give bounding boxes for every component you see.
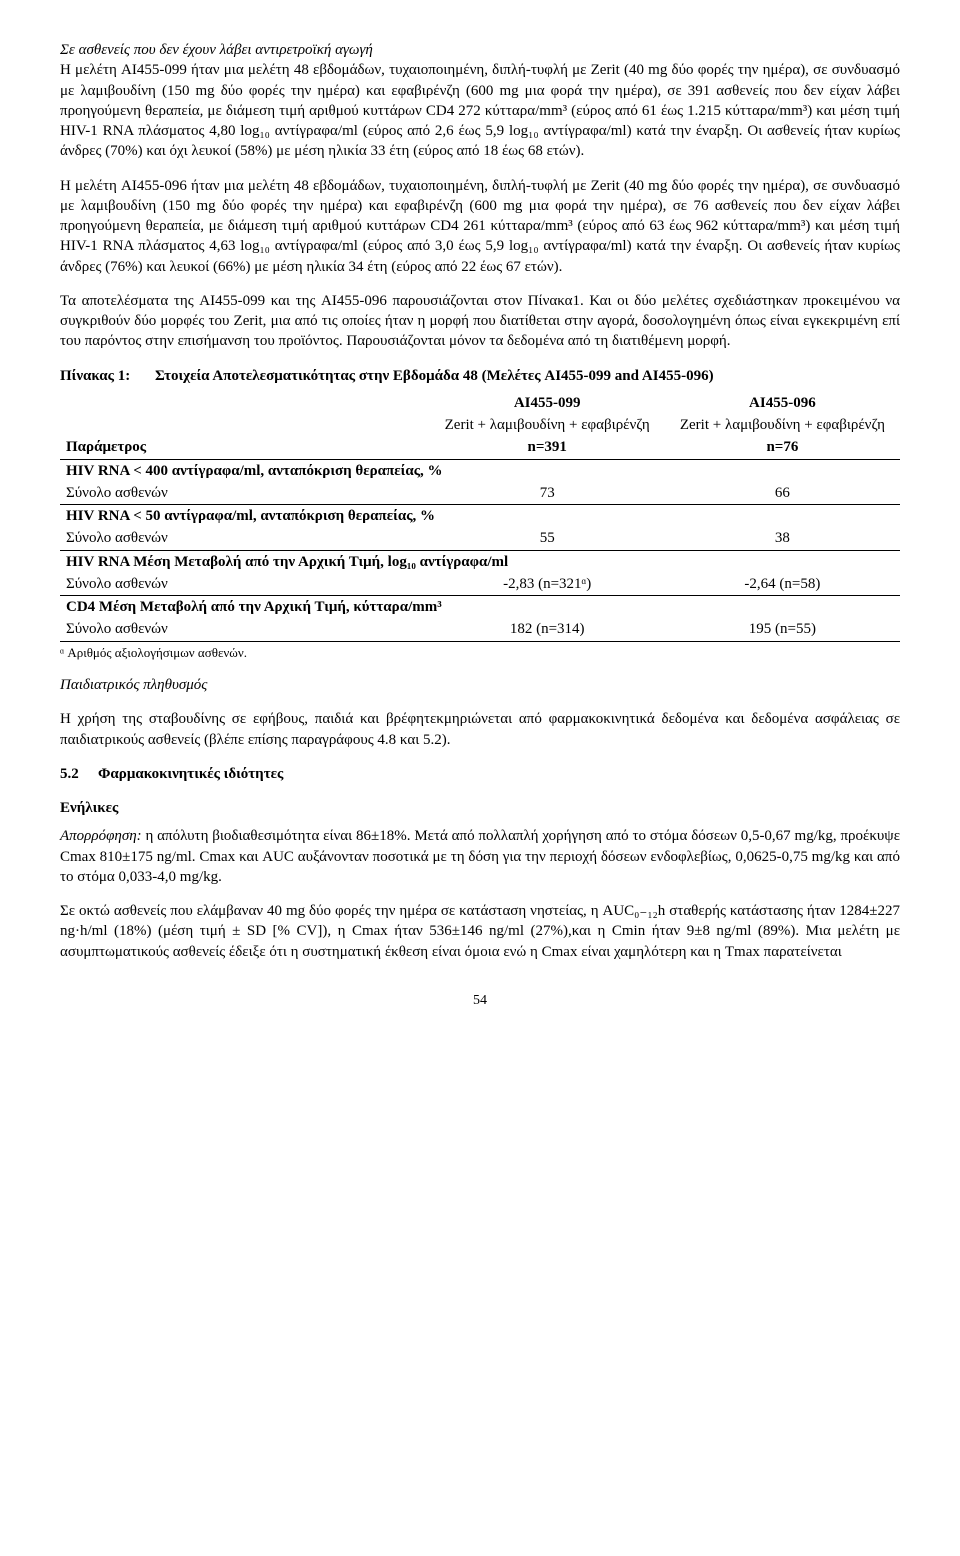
r4-a: 182 (n=314) [430, 618, 665, 641]
table-label: Πίνακας 1: [60, 366, 155, 386]
colA-study: AI455-099 [430, 392, 665, 414]
table-footnote: ᵅ Αριθμός αξιολογήσιμων ασθενών. [60, 644, 900, 662]
pediatric-paragraph: Η χρήση της σταβουδίνης σε εφήβους, παιδ… [60, 709, 900, 750]
colA-treat: Zerit + λαμιβουδίνη + εφαβιρένζη [430, 414, 665, 436]
sec-num: 5.2 [60, 764, 98, 784]
colB-n: n=76 [665, 436, 900, 459]
param-label: Παράμετρος [60, 436, 430, 459]
section-5-2-heading: 5.2 Φαρμακοκινητικές ιδιότητες [60, 764, 900, 784]
sec-title: Φαρμακοκινητικές ιδιότητες [98, 764, 283, 784]
table-subhead-3: HIV RNA Μέση Μεταβολή από την Αρχική Τιμ… [60, 550, 900, 573]
r2-a: 55 [430, 527, 665, 550]
table-subhead-4: CD4 Μέση Μεταβολή από την Αρχική Τιμή, κ… [60, 596, 900, 619]
lead-italic: Σε ασθενείς που δεν έχουν λάβει αντιρετρ… [60, 42, 373, 58]
colB-study: AI455-096 [665, 392, 900, 414]
paragraph-lead: Σε ασθενείς που δεν έχουν λάβει αντιρετρ… [60, 40, 900, 162]
sub2: HIV RNA < 50 αντίγραφα/ml, ανταπόκριση θ… [60, 505, 900, 528]
table-title-text: Στοιχεία Αποτελεσματικότητας στην Εβδομά… [155, 366, 714, 386]
colA-n: n=391 [430, 436, 665, 459]
paragraph-3: Τα αποτελέσματα της AI455-099 και της AI… [60, 291, 900, 352]
absorption-paragraph: Απορρόφηση: η απόλυτη βιοδιαθεσιμότητα ε… [60, 826, 900, 887]
table-row: Σύνολο ασθενών 55 38 [60, 527, 900, 550]
r3-a: -2,83 (n=321ᵅ) [430, 573, 665, 596]
table-header-3: Παράμετρος n=391 n=76 [60, 436, 900, 459]
r3-b: -2,64 (n=58) [665, 573, 900, 596]
pediatric-heading: Παιδιατρικός πληθυσμός [60, 675, 900, 695]
sub4: CD4 Μέση Μεταβολή από την Αρχική Τιμή, κ… [60, 596, 900, 619]
r1-b: 66 [665, 482, 900, 505]
absorption-text: η απόλυτη βιοδιαθεσιμότητα είναι 86±18%.… [60, 828, 900, 885]
sub3: HIV RNA Μέση Μεταβολή από την Αρχική Τιμ… [60, 550, 900, 573]
r4-b: 195 (n=55) [665, 618, 900, 641]
absorption-paragraph-2: Σε οκτώ ασθενείς που ελάμβαναν 40 mg δύο… [60, 901, 900, 962]
r3-label: Σύνολο ασθενών [60, 573, 430, 596]
table-row: Σύνολο ασθενών 182 (n=314) 195 (n=55) [60, 618, 900, 641]
p1-text: Η μελέτη AI455-099 ήταν μια μελέτη 48 εβ… [60, 62, 900, 159]
table-row: Σύνολο ασθενών 73 66 [60, 482, 900, 505]
absorption-label: Απορρόφηση: [60, 828, 142, 844]
page-number: 54 [60, 992, 900, 1011]
table-title: Πίνακας 1: Στοιχεία Αποτελεσματικότητας … [60, 366, 900, 386]
table-subhead-2: HIV RNA < 50 αντίγραφα/ml, ανταπόκριση θ… [60, 505, 900, 528]
r1-label: Σύνολο ασθενών [60, 482, 430, 505]
r4-label: Σύνολο ασθενών [60, 618, 430, 641]
adults-heading: Ενήλικες [60, 798, 900, 818]
table-row: Σύνολο ασθενών -2,83 (n=321ᵅ) -2,64 (n=5… [60, 573, 900, 596]
sub1: HIV RNA < 400 αντίγραφα/ml, ανταπόκριση … [60, 459, 900, 482]
r2-label: Σύνολο ασθενών [60, 527, 430, 550]
paragraph-2: Η μελέτη AI455-096 ήταν μια μελέτη 48 εβ… [60, 176, 900, 277]
table-subhead-1: HIV RNA < 400 αντίγραφα/ml, ανταπόκριση … [60, 459, 900, 482]
colB-treat: Zerit + λαμιβουδίνη + εφαβιρένζη [665, 414, 900, 436]
r2-b: 38 [665, 527, 900, 550]
table-header-1: AI455-099 AI455-096 [60, 392, 900, 414]
r1-a: 73 [430, 482, 665, 505]
table-header-2: Zerit + λαμιβουδίνη + εφαβιρένζη Zerit +… [60, 414, 900, 436]
efficacy-table: AI455-099 AI455-096 Zerit + λαμιβουδίνη … [60, 392, 900, 642]
